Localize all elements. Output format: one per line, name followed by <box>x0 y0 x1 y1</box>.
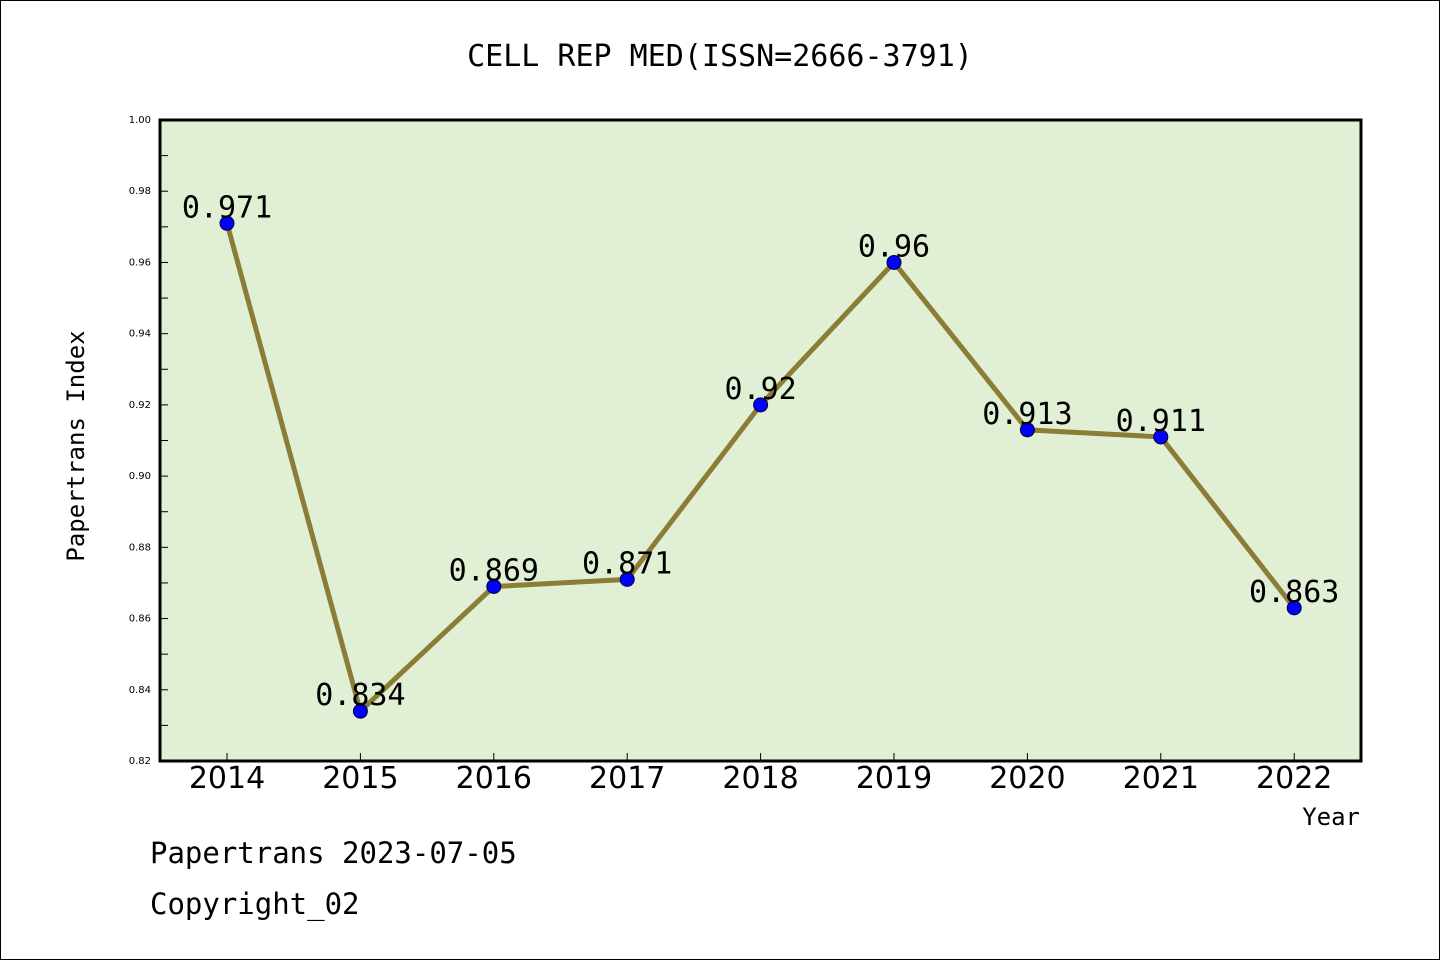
chart-title: CELL REP MED(ISSN=2666-3791) <box>467 39 973 74</box>
data-labels: 0.971 0.834 0.869 0.871 0.92 0.96 0.913 0.911 0.… <box>182 190 1340 713</box>
y-tick-label: 0.96 <box>129 257 151 268</box>
y-tick-label: 0.82 <box>129 756 151 767</box>
data-point <box>1019 422 1035 438</box>
x-tick-label: 2019 <box>856 761 932 796</box>
footer-date: Papertrans 2023-07-05 <box>150 836 517 870</box>
x-tick-label: 2021 <box>1123 761 1199 796</box>
data-label: 0.92 <box>724 372 796 407</box>
y-tick-label: 0.92 <box>129 400 151 411</box>
plot-border <box>158 118 1363 763</box>
data-label: 0.96 <box>858 229 930 264</box>
data-point <box>619 571 635 587</box>
data-label: 0.971 <box>182 190 272 225</box>
data-point <box>886 254 902 270</box>
footer-copyright: Copyright_02 <box>150 887 360 922</box>
plot-area <box>160 120 1361 761</box>
x-axis-ticks: 2014 2015 2016 2017 2018 2019 2020 2021 2022 <box>189 753 1332 796</box>
y-tick-label: 0.90 <box>129 471 151 482</box>
y-axis-label: Papertrans Index <box>62 330 90 561</box>
y-tick-label: 1.00 <box>129 115 151 126</box>
data-points <box>219 215 1302 719</box>
data-label: 0.913 <box>982 397 1072 432</box>
data-label: 0.869 <box>449 554 539 589</box>
x-tick-label: 2015 <box>322 761 398 796</box>
y-tick-label: 0.88 <box>129 542 151 553</box>
data-point <box>753 397 769 413</box>
x-tick-label: 2018 <box>722 761 798 796</box>
y-tick-label: 0.94 <box>129 329 151 340</box>
data-point <box>1286 600 1302 616</box>
x-tick-label: 2020 <box>989 761 1065 796</box>
data-point <box>1153 429 1169 445</box>
x-tick-label: 2017 <box>589 761 665 796</box>
y-tick-label: 0.84 <box>129 685 151 696</box>
x-tick-label: 2014 <box>189 761 265 796</box>
y-tick-label: 0.86 <box>129 614 151 625</box>
data-point <box>486 579 502 595</box>
data-point <box>352 703 368 719</box>
data-point <box>219 215 235 231</box>
y-tick-label: 0.98 <box>129 186 151 197</box>
x-axis-label: Year <box>1302 803 1360 831</box>
x-tick-label: 2016 <box>456 761 532 796</box>
x-tick-label: 2022 <box>1256 761 1332 796</box>
data-label: 0.911 <box>1116 404 1206 439</box>
y-axis-ticks: 0.82 0.84 0.86 0.88 0.90 0.92 0.94 0.96 0.98 1.00 <box>129 115 168 767</box>
data-label: 0.863 <box>1249 575 1339 610</box>
data-label: 0.871 <box>582 546 672 581</box>
data-label: 0.834 <box>315 678 405 713</box>
